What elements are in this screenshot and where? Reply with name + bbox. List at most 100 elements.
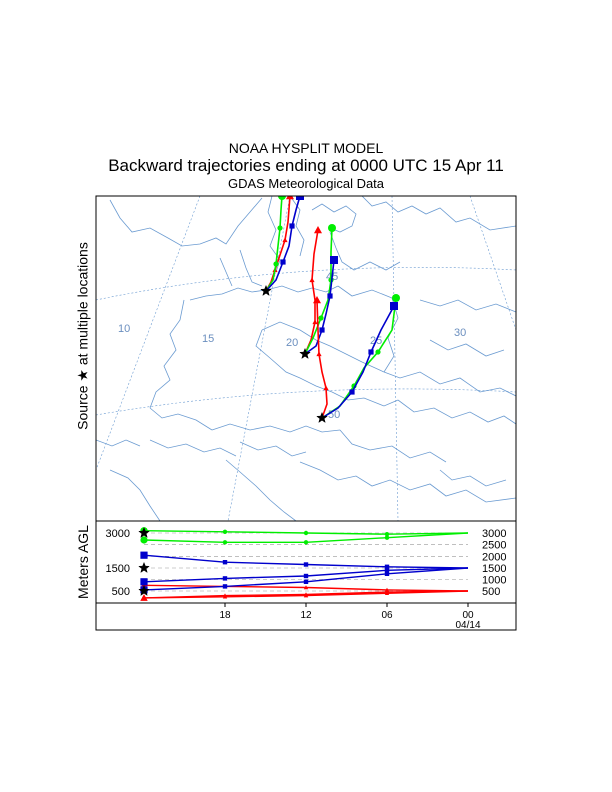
map-grid-label: 30 (454, 327, 466, 339)
height-marker (384, 535, 390, 540)
trajectory-marker (278, 196, 286, 200)
trajectory-blue-5 (304, 259, 335, 355)
map-boundary (96, 439, 141, 447)
height-marker (303, 530, 309, 536)
source-star (316, 411, 328, 423)
map-boundary (109, 197, 263, 247)
trajectory-marker (392, 294, 400, 302)
trajectory-marker (273, 261, 279, 267)
map-boundary (383, 297, 399, 373)
trajectory-marker (282, 237, 288, 243)
map-grid-label: 20 (286, 337, 298, 349)
map-boundary (331, 391, 399, 407)
chart-subtitle: Backward trajectories ending at 0000 UTC… (108, 156, 504, 175)
time-tick-label: 18 (219, 610, 231, 621)
time-tick-label: 00 (462, 610, 474, 621)
height-marker (222, 529, 228, 534)
trajectory-marker (330, 256, 338, 264)
map-boundary (439, 469, 507, 487)
map-grid-label: 15 (202, 333, 214, 345)
source-star (260, 284, 272, 296)
height-right-tick: 1000 (482, 575, 506, 587)
trajectory-marker (328, 224, 336, 232)
height-marker (222, 560, 228, 565)
height-right-tick: 500 (482, 586, 500, 598)
map-boundary (109, 469, 161, 521)
trajectory-marker (375, 349, 381, 355)
height-left-tick: 1500 (106, 563, 130, 575)
height-source-star (138, 561, 150, 573)
trajectory-blue-2 (265, 196, 301, 292)
map-boundary (311, 203, 357, 233)
graticule-line (96, 196, 201, 471)
height-source-star (138, 584, 150, 596)
trajectory-green-7 (321, 297, 397, 419)
trajectory-marker (314, 226, 322, 234)
height-marker (222, 540, 228, 545)
trajectory-blue-8 (321, 305, 395, 419)
map-boundary (337, 285, 393, 299)
map-boundary (299, 461, 516, 503)
map-boundary (149, 407, 213, 431)
map-boundary (239, 441, 307, 457)
height-right-tick: 2000 (482, 551, 506, 563)
height-right-tick: 1500 (482, 563, 506, 575)
trajectory-marker (312, 319, 318, 325)
height-marker (222, 576, 228, 581)
height-marker (303, 573, 309, 579)
height-marker (140, 536, 148, 544)
height-right-tick: 3000 (482, 528, 506, 540)
trajectory-marker (296, 196, 304, 200)
trajectory-marker (349, 389, 355, 395)
map-boundary (339, 429, 447, 463)
map-boundary (397, 399, 516, 425)
height-right-tick: 2500 (482, 540, 506, 552)
height-marker (303, 592, 309, 597)
height-marker (303, 585, 309, 590)
trajectory-marker (368, 349, 374, 355)
trajectory-green-1 (265, 196, 283, 292)
trajectory-marker (289, 223, 295, 229)
map-boundary (329, 231, 401, 271)
map-boundary (219, 257, 233, 287)
map-frame (95, 195, 517, 522)
chart-title: NOAA HYSPLIT MODEL (228, 140, 384, 156)
trajectory-marker (318, 315, 324, 321)
height-left-tick: 3000 (106, 528, 130, 540)
source-star (299, 347, 311, 359)
map-boundary (149, 299, 185, 409)
height-marker (384, 532, 390, 537)
graticule-line (96, 388, 516, 416)
trajectory-marker (390, 302, 398, 310)
map-boundary (267, 196, 281, 273)
height-marker (222, 584, 228, 589)
trajectory-marker (277, 225, 283, 231)
map-boundary (239, 249, 263, 287)
trajectory-green-4 (304, 227, 333, 355)
map-boundary (149, 439, 237, 457)
trajectory-marker (327, 293, 333, 299)
height-marker (303, 540, 309, 545)
map-boundary (383, 371, 516, 397)
map-boundary (419, 299, 516, 313)
height-marker (384, 589, 390, 594)
trajectory-marker (309, 277, 315, 283)
trajectory-marker (316, 351, 322, 357)
map-boundary (361, 196, 516, 231)
trajectory-marker (286, 196, 294, 200)
height-marker (303, 562, 309, 567)
map-boundary (255, 329, 333, 393)
trajectory-marker (280, 259, 286, 265)
trajectory-red-6 (316, 299, 328, 419)
height-marker (384, 568, 390, 573)
height-marker (384, 571, 390, 576)
time-tick-label: 06 (381, 610, 393, 621)
map-boundary (211, 423, 341, 433)
map-boundary (429, 339, 505, 357)
time-date-label: 04/14 (455, 620, 480, 631)
trajectory-marker (323, 385, 329, 391)
